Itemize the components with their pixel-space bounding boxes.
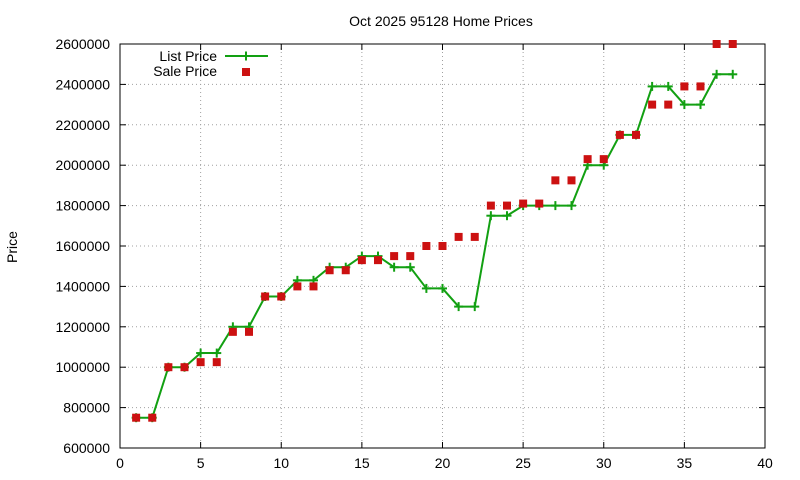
y-tick-label: 2200000 <box>55 117 110 133</box>
legend-marker-list-price <box>241 51 251 61</box>
data-point <box>228 327 237 336</box>
data-point <box>502 211 512 221</box>
data-point <box>599 155 608 164</box>
data-point <box>503 201 511 210</box>
data-point <box>374 256 382 265</box>
data-point <box>567 201 576 211</box>
x-tick-label: 15 <box>354 455 370 471</box>
x-tick-label: 40 <box>757 455 773 471</box>
data-point <box>664 100 673 109</box>
x-tick-label: 30 <box>596 455 612 471</box>
data-point <box>647 81 657 91</box>
data-point <box>357 256 366 265</box>
data-point <box>712 69 722 79</box>
legend-symbols <box>225 51 268 76</box>
data-point <box>212 348 222 358</box>
data-point <box>551 176 560 185</box>
data-point <box>712 40 721 48</box>
x-tick-labels: 0 5 10 15 20 25 30 35 40 <box>116 455 773 471</box>
y-tick-label: 1400000 <box>55 278 110 294</box>
data-point <box>486 211 496 221</box>
data-point <box>679 100 689 110</box>
y-tick-label: 800000 <box>63 400 110 416</box>
chart-title: Oct 2025 95128 Home Prices <box>349 13 533 29</box>
data-point <box>405 262 415 272</box>
grid-lines <box>120 44 765 448</box>
x-tick-label: 20 <box>435 455 451 471</box>
data-point <box>470 302 480 312</box>
data-point <box>696 82 705 91</box>
data-point <box>148 413 157 422</box>
data-point <box>293 282 302 291</box>
legend-label-list-price: List Price <box>159 48 217 64</box>
data-point <box>583 155 592 164</box>
data-series <box>131 40 738 423</box>
data-point <box>550 201 560 211</box>
data-point <box>390 252 399 261</box>
y-tick-label: 1600000 <box>55 238 110 254</box>
data-point <box>196 348 206 358</box>
y-axis-label: Price <box>4 231 20 263</box>
data-point <box>277 292 286 301</box>
x-tick-label: 10 <box>273 455 289 471</box>
y-tick-label: 1000000 <box>55 359 110 375</box>
data-point <box>212 358 221 367</box>
legend-marker-sale-price <box>242 68 250 76</box>
data-point <box>648 100 657 109</box>
data-point <box>535 199 544 208</box>
y-tick-label: 2000000 <box>55 157 110 173</box>
data-point <box>422 242 431 250</box>
series-1 <box>132 40 737 422</box>
data-point <box>389 262 399 272</box>
data-point <box>132 413 141 422</box>
data-point <box>696 100 705 110</box>
y-tick-label: 2400000 <box>55 76 110 92</box>
data-point <box>406 252 415 261</box>
data-point <box>164 363 173 372</box>
data-point <box>454 302 464 312</box>
y-tick-label: 600000 <box>63 440 110 456</box>
data-point <box>196 358 205 367</box>
legend: List Price Sale Price <box>153 48 268 79</box>
x-tick-label: 0 <box>116 455 124 471</box>
data-point <box>309 282 318 291</box>
data-point <box>663 81 673 91</box>
data-point <box>180 363 189 372</box>
data-point <box>421 283 431 293</box>
data-point <box>454 232 463 241</box>
data-point <box>680 82 689 91</box>
data-point <box>519 199 528 208</box>
data-point <box>438 242 447 250</box>
x-tick-label: 25 <box>515 455 531 471</box>
x-tick-label: 5 <box>197 455 205 471</box>
y-tick-label: 1200000 <box>55 319 110 335</box>
data-point <box>728 40 737 48</box>
data-point <box>567 176 576 185</box>
data-point <box>341 266 350 275</box>
data-point <box>325 266 334 275</box>
legend-label-sale-price: Sale Price <box>153 63 217 79</box>
data-point <box>728 69 738 79</box>
data-point <box>438 283 447 293</box>
data-point <box>245 327 253 336</box>
x-tick-label: 35 <box>677 455 693 471</box>
tick-marks <box>119 43 766 449</box>
y-tick-label: 2600000 <box>55 36 110 52</box>
data-point <box>632 130 640 139</box>
data-point <box>470 232 479 241</box>
y-tick-labels: 600000 800000 1000000 1200000 1400000 1600000… <box>55 36 110 456</box>
data-point <box>615 130 624 139</box>
data-point <box>486 201 495 210</box>
y-tick-label: 1800000 <box>55 198 110 214</box>
data-point <box>261 292 270 301</box>
